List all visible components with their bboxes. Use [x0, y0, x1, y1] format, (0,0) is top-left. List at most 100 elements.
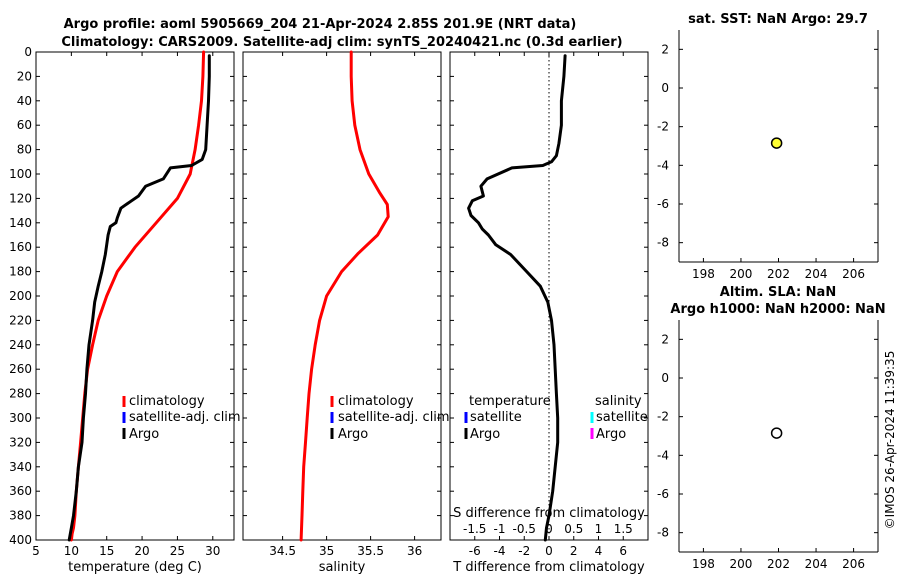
temperature-panel: 0 20 40 60 80 100 120 140 160 180 200 220 240 260 280 3…	[9, 45, 235, 558]
y-tick-label: 240	[9, 338, 32, 352]
sla-title-line-1: Altim. SLA: NaN	[720, 285, 836, 300]
y-tick-label: -2	[657, 410, 669, 424]
y-tick-label: 200	[9, 289, 32, 303]
y-tick-label: 140	[9, 216, 32, 230]
difference-xlabel: T difference from climatology	[452, 560, 645, 575]
x-tick-label: 25	[170, 544, 185, 558]
x-tick-label: 198	[692, 267, 715, 281]
x2-tick-label: -1.5	[463, 522, 486, 536]
y-tick-label: 0	[661, 81, 669, 95]
title-line-1: Argo profile: aoml 5905669_204 21-Apr-20…	[64, 17, 577, 32]
x-tick-label: 10	[64, 544, 79, 558]
sla-title-line-2: Argo h1000: NaN h2000: NaN	[670, 302, 885, 317]
legend-label-s-argo: Argo	[596, 427, 626, 442]
x-tick-label: 35	[319, 544, 334, 558]
x-tick-label: 36	[407, 544, 422, 558]
y-tick-label: 400	[9, 533, 32, 547]
y-tick-label: 340	[9, 460, 32, 474]
x2-tick-label: 1	[595, 522, 603, 536]
y-tick-label: -6	[657, 487, 669, 501]
temperature-plot-area	[35, 51, 235, 541]
legend-label-satellite-adj: satellite-adj. clim	[129, 410, 241, 425]
x-tick-label: 30	[205, 544, 220, 558]
legend-heading-temperature: temperature	[469, 394, 551, 409]
difference-x2label: S difference from climatology	[453, 506, 645, 521]
y-tick-label: 300	[9, 411, 32, 425]
y-tick-label: -4	[657, 448, 669, 462]
y-tick-label: 40	[17, 94, 32, 108]
x-tick-label: -6	[469, 544, 481, 558]
legend-label-argo: Argo	[129, 427, 159, 442]
y-tick-label: -8	[657, 236, 669, 250]
temperature-xlabel: temperature (deg C)	[68, 560, 202, 575]
x-tick-label: 4	[595, 544, 603, 558]
sla-panel: 2 0 -2 -4 -6 -8 198 200 202 204 206	[657, 320, 879, 571]
x-tick-label: 202	[767, 267, 790, 281]
x-tick-label: -4	[494, 544, 506, 558]
y-tick-label: 2	[661, 332, 669, 346]
title-line-2: Climatology: CARS2009. Satellite-adj cli…	[61, 35, 622, 50]
x-tick-label: 5	[32, 544, 40, 558]
y-tick-label: 260	[9, 362, 32, 376]
y-tick-label: 360	[9, 484, 32, 498]
series-line-climatology	[299, 50, 390, 542]
difference-panel: -6 -4 -2 0 2 4 6 -1.5 -1 -0.5 0 0.5 1 1.5	[449, 51, 649, 558]
difference-legend: temperature satellite Argo salinity sate…	[464, 394, 648, 442]
x-tick-label: 34.5	[269, 544, 296, 558]
x2-tick-label: 0	[545, 522, 553, 536]
y-tick-label: -4	[657, 158, 669, 172]
y-tick-label: 160	[9, 240, 32, 254]
x-tick-label: 15	[99, 544, 114, 558]
y-tick-label: 2	[661, 42, 669, 56]
sst-panel: 2 0 -2 -4 -6 -8 198 200 202 204 206	[657, 30, 879, 281]
legend-label-satellite-adj: satellite-adj. clim	[338, 410, 450, 425]
x-tick-label: 206	[842, 557, 865, 571]
y-tick-label: 220	[9, 313, 32, 327]
data-point	[770, 137, 783, 149]
x-tick-label: 35.5	[357, 544, 384, 558]
data-point	[770, 427, 783, 439]
x-tick-label: 0	[545, 544, 553, 558]
y-tick-label: 0	[661, 371, 669, 385]
legend-label-climatology: climatology	[129, 394, 205, 409]
legend-label-argo: Argo	[338, 427, 368, 442]
x-tick-label: 200	[729, 557, 752, 571]
y-tick-label: 380	[9, 509, 32, 523]
sst-title: sat. SST: NaN Argo: 29.7	[688, 12, 868, 27]
salinity-panel: 34.5 35 35.5 36	[242, 50, 442, 558]
series-line-argo	[67, 54, 211, 542]
y-tick-label: -8	[657, 526, 669, 540]
salinity-xlabel: salinity	[319, 560, 366, 575]
x-tick-label: -2	[518, 544, 530, 558]
legend-heading-salinity: salinity	[595, 394, 642, 409]
x-tick-label: 6	[619, 544, 627, 558]
series-line-t-difference-argo-climatology-	[467, 54, 567, 542]
x-tick-label: 206	[842, 267, 865, 281]
y-tick-label: 180	[9, 265, 32, 279]
legend-label-climatology: climatology	[338, 394, 414, 409]
x-tick-label: 20	[134, 544, 149, 558]
y-tick-label: 120	[9, 191, 32, 205]
x2-tick-label: -0.5	[513, 522, 536, 536]
y-tick-label: 280	[9, 387, 32, 401]
x2-tick-label: 0.5	[564, 522, 583, 536]
x-tick-label: 2	[570, 544, 578, 558]
y-tick-label: 100	[9, 167, 32, 181]
salinity-plot-area	[242, 51, 442, 541]
timestamp: ©IMOS 26-Apr-2024 11:39:35	[883, 351, 897, 530]
legend-label-t-argo: Argo	[470, 427, 500, 442]
salinity-legend: climatology satellite-adj. clim Argo	[330, 394, 450, 442]
x-tick-label: 202	[767, 557, 790, 571]
x2-tick-label: 1.5	[614, 522, 633, 536]
y-tick-label: -6	[657, 197, 669, 211]
x-tick-label: 204	[805, 267, 828, 281]
temperature-legend: climatology satellite-adj. clim Argo	[122, 394, 241, 442]
x-tick-label: 198	[692, 557, 715, 571]
y-tick-label: 80	[17, 143, 32, 157]
x-tick-label: 204	[805, 557, 828, 571]
x2-tick-label: -1	[494, 522, 506, 536]
y-tick-label: -2	[657, 120, 669, 134]
legend-label-t-satellite: satellite	[470, 410, 522, 425]
y-tick-label: 320	[9, 435, 32, 449]
